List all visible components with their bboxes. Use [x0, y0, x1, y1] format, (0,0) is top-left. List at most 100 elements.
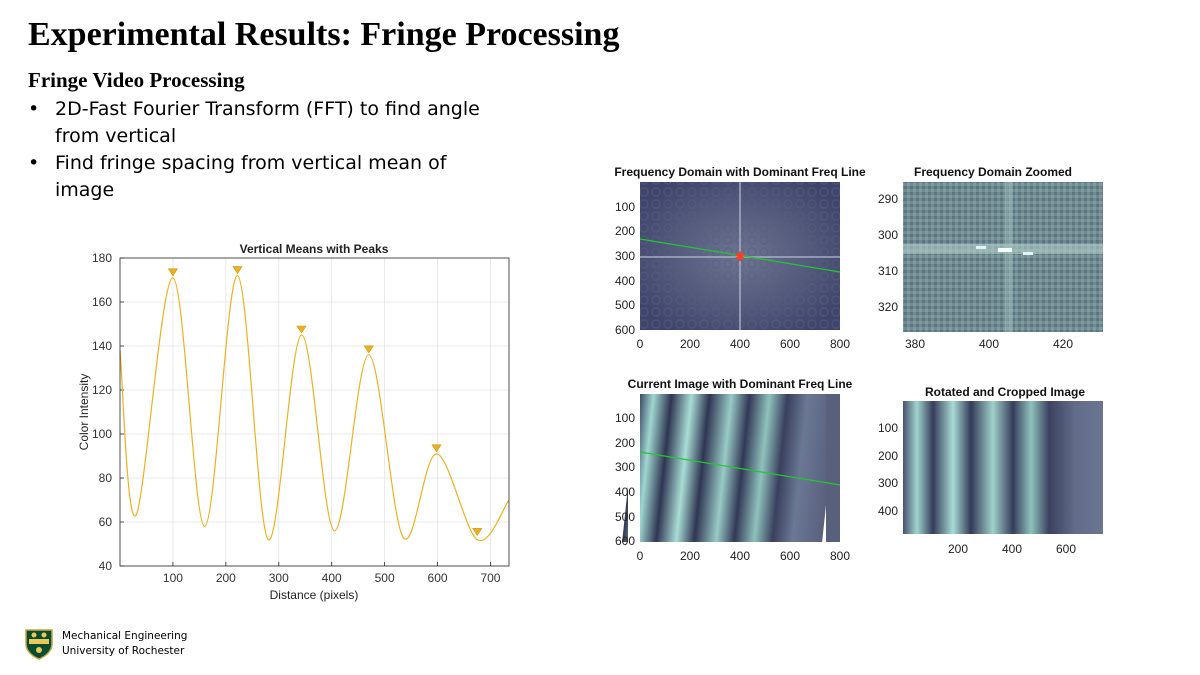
svg-text:400: 400 [730, 337, 750, 351]
peak-marker [296, 325, 307, 334]
svg-text:400: 400 [615, 485, 635, 499]
y-tick-labels: 100 200 300 400 500 600 [615, 200, 635, 337]
current-image-panel: Current Image with Dominant Freq Line 10… [615, 377, 853, 563]
bullet-text: 2D-Fast Fourier Transform (FFT) to find … [55, 98, 480, 147]
x-tick-label: 400 [322, 571, 342, 585]
svg-text:100: 100 [615, 200, 635, 214]
svg-text:420: 420 [1053, 337, 1073, 351]
university-name: University of Rochester [62, 645, 185, 657]
y-tick-label: 120 [92, 383, 112, 397]
chart-title: Vertical Means with Peaks [240, 242, 389, 256]
svg-text:100: 100 [615, 411, 635, 425]
peak-marker [363, 345, 374, 354]
svg-text:600: 600 [615, 323, 635, 337]
svg-text:100: 100 [878, 421, 898, 435]
dominant-freq-line [639, 238, 841, 273]
svg-text:290: 290 [878, 192, 898, 206]
peak-marker [232, 266, 243, 275]
chart-grid [120, 257, 509, 567]
panel-title: Frequency Domain with Dominant Freq Line [614, 165, 866, 179]
center-marker: ✱ [735, 249, 746, 264]
x-tick-label: 100 [163, 571, 183, 585]
dominant-freq-line [639, 451, 841, 486]
x-tick-label: 300 [269, 571, 289, 585]
slide-title: Experimental Results: Fringe Processing [28, 16, 620, 53]
y-tick-label: 80 [99, 471, 113, 485]
y-tick-labels: 290 300 310 320 [878, 192, 898, 314]
svg-text:310: 310 [878, 264, 898, 278]
svg-text:200: 200 [948, 542, 968, 556]
bullet-item: • Find fringe spacing from vertical mean … [28, 150, 488, 204]
svg-text:400: 400 [979, 337, 999, 351]
bullet-list: • 2D-Fast Fourier Transform (FFT) to find… [28, 96, 488, 204]
svg-text:380: 380 [905, 337, 925, 351]
peak-marker [472, 528, 483, 536]
panel-title: Current Image with Dominant Freq Line [628, 377, 853, 391]
x-tick-label: 200 [216, 571, 236, 585]
plot-area [120, 258, 509, 566]
svg-text:300: 300 [615, 249, 635, 263]
footer-text: Mechanical Engineering University of Roc… [62, 629, 187, 659]
image-edge-fill [826, 394, 840, 542]
y-tick-labels: 100 200 300 400 [878, 421, 898, 518]
frequency-domain-zoomed-panel: Frequency Domain Zoomed 290 300 310 320 380… [878, 165, 1103, 351]
y-tick-label: 160 [92, 295, 112, 309]
chart-ticks: 100 200 300 400 500 600 700 40 60 80 100 120 140 160 1… [92, 251, 501, 585]
svg-text:200: 200 [878, 449, 898, 463]
svg-text:500: 500 [615, 298, 635, 312]
svg-text:200: 200 [680, 337, 700, 351]
vertical-band [1005, 182, 1013, 332]
svg-text:200: 200 [615, 436, 635, 450]
x-tick-labels: 0 200 400 600 800 [637, 549, 851, 563]
x-tick-labels: 380 400 420 [905, 337, 1073, 351]
svg-text:600: 600 [615, 534, 635, 548]
peak-markers [167, 266, 483, 536]
bullet-item: • 2D-Fast Fourier Transform (FFT) to find… [28, 96, 488, 150]
x-axis-label: Distance (pixels) [270, 588, 359, 602]
peak-highlight [1023, 252, 1033, 255]
peak-marker [431, 444, 442, 453]
panel-title: Frequency Domain Zoomed [914, 165, 1072, 179]
rotated-cropped-panel: Rotated and Cropped Image 100 200 300 400 2… [878, 385, 1103, 556]
bullet-glyph: • [28, 152, 40, 174]
svg-text:400: 400 [878, 504, 898, 518]
x-tick-label: 700 [480, 571, 500, 585]
svg-text:320: 320 [878, 300, 898, 314]
image-left-mask [628, 394, 640, 542]
y-tick-label: 100 [92, 427, 112, 441]
x-tick-label: 500 [375, 571, 395, 585]
svg-text:400: 400 [1002, 542, 1022, 556]
panel-title: Rotated and Cropped Image [925, 385, 1085, 399]
y-tick-label: 60 [99, 515, 113, 529]
svg-text:200: 200 [680, 549, 700, 563]
svg-text:300: 300 [615, 460, 635, 474]
slide-subtitle: Fringe Video Processing [28, 68, 245, 92]
peak-highlight [998, 248, 1012, 252]
svg-text:400: 400 [615, 274, 635, 288]
y-tick-labels: 100 200 300 400 500 600 [615, 411, 635, 548]
heatmap-image [903, 182, 1103, 332]
y-tick-label: 180 [92, 251, 112, 265]
y-axis-label: Color Intensity [77, 374, 91, 451]
bullet-text: Find fringe spacing from vertical mean o… [55, 152, 447, 201]
fringe-image [903, 401, 1103, 534]
svg-text:600: 600 [780, 337, 800, 351]
university-shield-logo-icon [25, 629, 53, 660]
svg-text:600: 600 [780, 549, 800, 563]
frequency-domain-panel: Frequency Domain with Dominant Freq Line… [614, 165, 866, 351]
x-tick-label: 600 [428, 571, 448, 585]
peak-marker [167, 268, 178, 277]
svg-text:300: 300 [878, 228, 898, 242]
plot-border [119, 257, 510, 567]
y-tick-label: 140 [92, 339, 112, 353]
bullet-glyph: • [28, 98, 40, 120]
x-tick-labels: 0 200 400 600 800 [637, 337, 851, 351]
svg-text:0: 0 [637, 549, 644, 563]
svg-text:200: 200 [615, 224, 635, 238]
department-name: Mechanical Engineering [62, 630, 188, 642]
peak-highlight [976, 246, 986, 249]
vertical-means-chart: 100 200 300 400 500 600 700 40 60 80 100 120 140 160 1… [77, 242, 510, 602]
svg-text:500: 500 [615, 510, 635, 524]
vertical-means-line [119, 274, 510, 542]
svg-text:800: 800 [830, 337, 850, 351]
